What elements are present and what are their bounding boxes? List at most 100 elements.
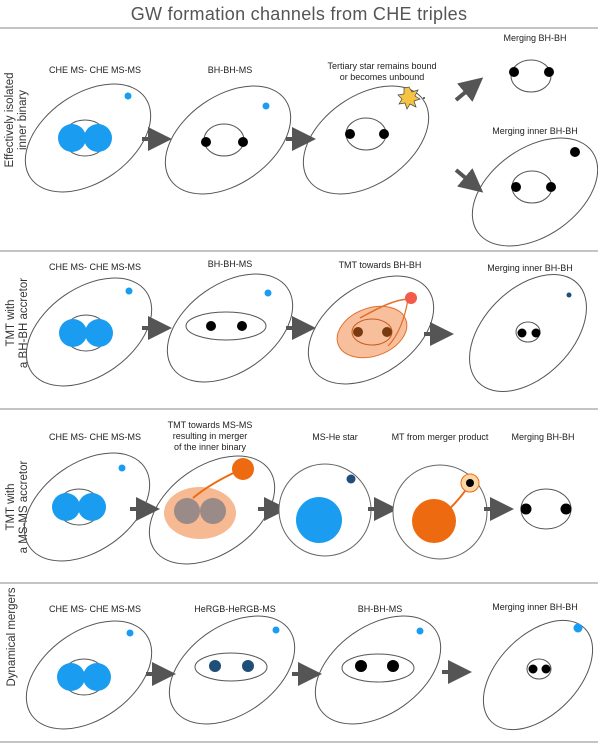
row2-stage3-label: TMT towards BH-BH (338, 260, 422, 270)
ejected-tertiary (423, 97, 425, 99)
row2-stage4-label: Merging inner BH-BH (487, 263, 573, 273)
outer-orbit (23, 452, 151, 562)
tertiary-ms-star (126, 629, 134, 637)
ms-star (200, 498, 226, 524)
inner-orbit (341, 653, 415, 683)
row1-stage3-system (302, 85, 430, 195)
donor-star (405, 292, 417, 304)
row1-stage4-label: Merging BH-BH (503, 33, 567, 43)
black-hole (546, 182, 556, 192)
outer-orbit (164, 85, 292, 195)
black-hole (531, 328, 541, 338)
black-hole (520, 503, 532, 515)
black-hole (379, 129, 389, 139)
row4-stage3-label: BH-BH-MS (357, 604, 403, 614)
row4-stage1-label: CHE MS- CHE MS-MS (49, 604, 141, 614)
row2-stage3-system (307, 275, 435, 385)
row4-stage2-label: HeRGB-HeRGB-MS (194, 604, 276, 614)
outer-orbit (148, 455, 276, 565)
outer-orbit (469, 274, 587, 392)
ms-star (57, 663, 85, 691)
black-hole (345, 129, 355, 139)
merger-product (412, 499, 456, 543)
tertiary-ms-star (272, 626, 280, 634)
inner-orbit (526, 658, 552, 680)
black-hole (517, 328, 527, 338)
black-hole (382, 327, 392, 337)
outer-orbit (307, 275, 435, 385)
row4-stage4-system (482, 619, 594, 731)
black-hole (511, 182, 521, 192)
black-hole (509, 67, 519, 77)
black-hole (237, 321, 247, 331)
row3-stage3-label: MS-He star (312, 432, 358, 442)
row1-stage5-system (471, 137, 598, 247)
inner-orbit (185, 311, 267, 341)
arrow-down-right-icon (454, 168, 484, 193)
outer-orbit (482, 619, 594, 731)
ms-star (52, 493, 80, 521)
tertiary-ms-star (264, 289, 272, 297)
row4-stage4-label: Merging inner BH-BH (492, 602, 578, 612)
black-hole (206, 321, 216, 331)
black-hole (544, 67, 554, 77)
donor-star (232, 458, 254, 480)
row1-stage4-system (509, 59, 554, 93)
ms-star (174, 498, 200, 524)
black-hole (560, 503, 572, 515)
row3-stage2-system (148, 455, 276, 565)
tertiary-ms-star (416, 627, 424, 635)
tertiary-ms-star (262, 102, 270, 110)
black-hole (201, 137, 211, 147)
tertiary-ms-star (125, 287, 133, 295)
mass-transfer-stream (387, 298, 409, 347)
mass-transfer-stream (359, 298, 409, 319)
he-rgb-star (209, 660, 221, 672)
row3-stage1-system (23, 452, 151, 562)
ms-star (84, 124, 112, 152)
ms-star (59, 319, 87, 347)
ms-merger-product (296, 497, 342, 543)
ms-star (58, 124, 86, 152)
outer-orbit (25, 277, 153, 387)
row1-stage1-label: CHE MS- CHE MS-MS (49, 65, 141, 75)
row3-stage3-system (278, 463, 372, 557)
ms-star (83, 663, 111, 691)
row1-stage1-system (24, 83, 152, 193)
black-hole (466, 479, 474, 487)
accretion-envelope (336, 305, 408, 359)
outer-orbit (168, 615, 296, 725)
tertiary-he-star (566, 292, 572, 298)
tertiary-black-hole (570, 147, 580, 157)
tertiary-ms-star (573, 623, 583, 633)
row4-stage2-system (168, 615, 296, 725)
he-star (346, 474, 356, 484)
he-rgb-star (242, 660, 254, 672)
inner-orbit (194, 652, 268, 682)
row4-stage1-system (25, 620, 153, 730)
outer-orbit (25, 620, 153, 730)
ms-star (85, 319, 113, 347)
outer-orbit (471, 137, 598, 247)
outer-orbit (166, 273, 294, 383)
black-hole (541, 664, 551, 674)
row3-stage4-system (392, 464, 488, 560)
black-hole (353, 327, 363, 337)
outer-orbit (302, 85, 430, 195)
row3-stage5-label: Merging BH-BH (511, 432, 575, 442)
black-hole (387, 660, 399, 672)
black-hole (528, 664, 538, 674)
row3-stage2-label: TMT towards MS-MS resulting in merger of… (167, 420, 253, 452)
row1-stage2-label: BH-BH-MS (207, 65, 253, 75)
page-title: GW formation channels from CHE triples (130, 4, 468, 24)
tertiary-ms-star (124, 92, 132, 100)
explosion-icon (397, 86, 421, 110)
row4-stage3-system (314, 615, 442, 725)
black-hole (238, 137, 248, 147)
outer-orbit (24, 83, 152, 193)
arrow-up-right-icon (454, 77, 484, 102)
row3-stage5-system (520, 488, 572, 530)
row2-stage2-label: BH-BH-MS (207, 259, 253, 269)
black-hole (355, 660, 367, 672)
